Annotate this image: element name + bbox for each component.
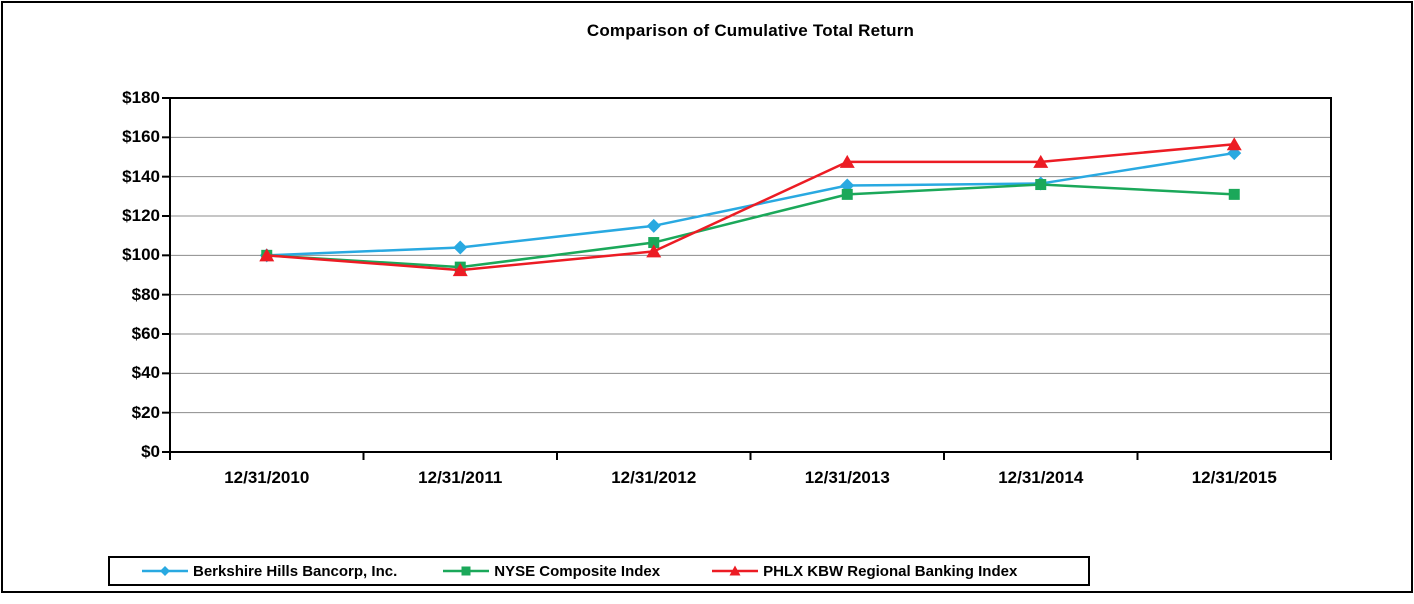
series-3-marker-triangle: [646, 244, 662, 258]
chart-frame-border: [1, 1, 1413, 593]
legend-label: NYSE Composite Index: [494, 562, 661, 580]
y-axis-label: $180: [122, 88, 160, 107]
series-2-marker-square: [1035, 179, 1047, 191]
series-line-1: [266, 151, 1235, 257]
legend-item-2: NYSE Composite Index: [443, 563, 660, 580]
y-axis-label: $100: [122, 245, 160, 265]
diamond-marker-icon: [142, 566, 188, 576]
x-axis-label: 12/31/2014: [998, 468, 1084, 487]
y-axis-label: $40: [131, 363, 160, 383]
series-2-marker-square: [841, 188, 853, 200]
series-3-marker-triangle: [452, 263, 468, 277]
triangle-marker-icon: [712, 565, 759, 576]
series-3-marker-triangle: [1226, 137, 1242, 151]
x-axis-label: 12/31/2010: [224, 468, 310, 487]
x-axis-label: 12/31/2013: [804, 468, 890, 487]
x-axis-label: 12/31/2015: [1191, 468, 1277, 487]
series-line-2: [266, 183, 1235, 269]
series-2-marker-square: [648, 237, 660, 249]
series-3-marker-triangle: [1033, 154, 1049, 168]
y-axis-label: $120: [122, 206, 160, 225]
y-axis-label: $140: [122, 166, 160, 186]
series-1-marker-diamond: [453, 240, 468, 255]
legend-label: Berkshire Hills Bancorp, Inc.: [193, 562, 398, 580]
series-3-marker-triangle: [839, 154, 855, 168]
y-axis-label: $80: [131, 284, 160, 304]
legend: Berkshire Hills Bancorp, Inc. NYSE Compos…: [108, 556, 1090, 586]
y-axis-label: $160: [122, 127, 160, 147]
legend-item-1: Berkshire Hills Bancorp, Inc.: [142, 563, 397, 580]
y-axis-label: $0: [141, 442, 160, 461]
chart-title: Comparison of Cumulative Total Return: [586, 21, 915, 40]
square-marker-icon: [443, 566, 490, 576]
series-3-marker-triangle: [259, 248, 275, 262]
series-2-marker-square: [1228, 188, 1240, 200]
x-axis-label: 12/31/2011: [418, 468, 503, 487]
legend-label: PHLX KBW Regional Banking Index: [763, 562, 1018, 580]
y-axis-label: $60: [131, 324, 160, 343]
y-axis-label: $20: [131, 402, 160, 422]
series-line-3: [266, 142, 1235, 272]
series-1-marker-diamond: [646, 218, 661, 233]
x-axis-label: 12/31/2012: [611, 468, 697, 487]
legend-item-3: PHLX KBW Regional Banking Index: [712, 563, 1017, 580]
